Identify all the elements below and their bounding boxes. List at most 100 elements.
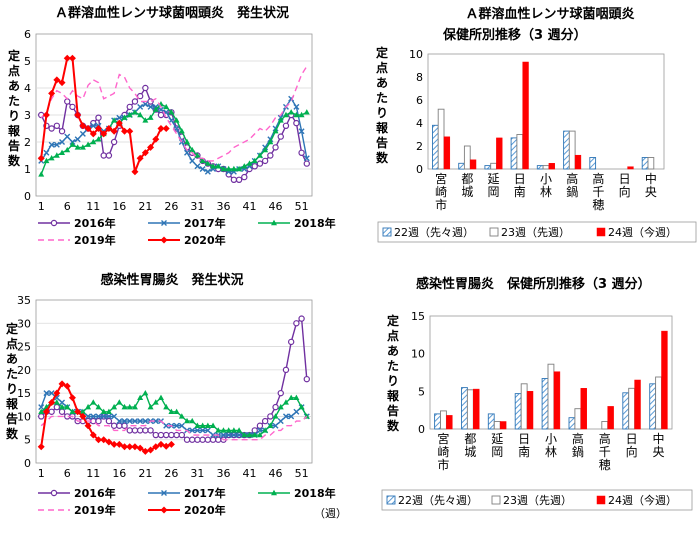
data-point [173, 422, 180, 429]
legend-frame [377, 221, 697, 243]
y-tick-label: 5 [24, 55, 31, 68]
y-axis-label-char: り [387, 374, 399, 388]
bar [522, 61, 529, 170]
x-tick-label: 1 [38, 200, 45, 213]
data-point [142, 117, 149, 123]
data-point [58, 79, 66, 87]
data-point [121, 443, 129, 451]
y-axis-label-char: 定 [387, 313, 399, 328]
category-group [568, 388, 587, 430]
bar [490, 162, 497, 170]
x-tick-label-char: 宮 [435, 171, 447, 186]
data-point [121, 418, 128, 425]
y-axis-label-char: 数 [376, 150, 389, 165]
data-point [293, 119, 300, 127]
x-tick-label-char: 央 [645, 185, 657, 199]
data-point [43, 157, 50, 164]
data-point [189, 146, 196, 153]
data-point [157, 431, 165, 439]
data-point [38, 413, 45, 420]
data-point [230, 427, 237, 433]
data-point [43, 149, 50, 156]
data-point [184, 138, 191, 145]
data-point [162, 431, 170, 439]
y-axis-label-char: 点 [8, 63, 20, 78]
data-point [173, 431, 180, 439]
category-group [563, 130, 582, 170]
x-tick-label: 36 [216, 467, 230, 480]
x-tick-label: 宮崎市 [435, 171, 447, 212]
data-point [183, 436, 191, 443]
data-point [90, 413, 97, 420]
data-point [293, 111, 300, 118]
data-point [251, 157, 258, 164]
data-point [194, 152, 201, 158]
bar [526, 391, 534, 430]
data-point [105, 413, 112, 420]
x-tick-label: 延岡 [491, 432, 503, 459]
x-tick-label-char: 城 [464, 445, 476, 459]
x-tick-label-char: 南 [518, 444, 530, 459]
data-point [79, 144, 86, 150]
data-point [94, 436, 102, 444]
data-point [210, 432, 217, 439]
data-point [131, 418, 138, 425]
legend-item: 23週（先週） [491, 494, 572, 507]
data-point [147, 403, 154, 410]
chart-title: Ａ群溶血性レンサ球菌咽頭炎 [465, 6, 634, 22]
data-point [79, 130, 86, 137]
data-point [272, 422, 279, 429]
data-point [230, 176, 238, 183]
data-point [225, 432, 232, 439]
data-point [293, 394, 300, 400]
y-axis-label-char: あ [6, 352, 18, 366]
x-tick-label-char: 宮 [437, 431, 449, 446]
y-tick-label: 15 [411, 310, 425, 323]
x-axis-label: （週） [314, 507, 345, 520]
data-point [100, 408, 107, 414]
y-tick-label: 1 [24, 163, 31, 176]
x-tick-label-char: 崎 [435, 185, 447, 199]
data-point [256, 431, 263, 438]
data-point [178, 128, 185, 134]
data-point [303, 109, 310, 115]
data-point [131, 109, 138, 115]
data-point [95, 114, 102, 121]
data-point [152, 418, 159, 425]
y-axis-label-char: 告 [387, 403, 399, 418]
data-point [199, 427, 206, 434]
x-tick-label-char: 高 [592, 171, 604, 186]
data-point [241, 163, 248, 169]
x-tick-label-char: 高 [572, 431, 584, 446]
bar [628, 387, 636, 430]
data-point [100, 436, 108, 444]
bar [568, 417, 576, 430]
data-point [141, 149, 149, 157]
data-point [199, 436, 206, 443]
data-point [137, 103, 144, 110]
y-tick-label: 0 [24, 457, 31, 470]
data-point [204, 160, 211, 166]
data-point [251, 431, 258, 438]
legend-label: 2019年 [74, 233, 116, 247]
data-point [94, 125, 102, 132]
x-tick-label: 51 [295, 467, 309, 480]
y-tick-label: 5 [24, 434, 31, 447]
data-point [298, 149, 305, 156]
bar [601, 421, 609, 430]
data-point [100, 413, 107, 420]
gastro-district-chart: 感染性胃腸炎 保健所別推移（3 週分）051015定点あたり報告数宮崎市都城延岡… [381, 276, 693, 511]
bar [469, 159, 477, 170]
data-point [68, 54, 76, 62]
data-point [59, 139, 66, 145]
series-y2019 [40, 66, 308, 162]
legend: 2016年 2017年 2018年 2019年 2020年 [38, 486, 336, 517]
y-axis-label-char: 点 [387, 328, 399, 343]
data-point [74, 111, 82, 119]
legend-item: 2019年 [38, 233, 116, 247]
data-point [63, 382, 71, 390]
data-point [210, 422, 217, 428]
bar [553, 371, 561, 430]
